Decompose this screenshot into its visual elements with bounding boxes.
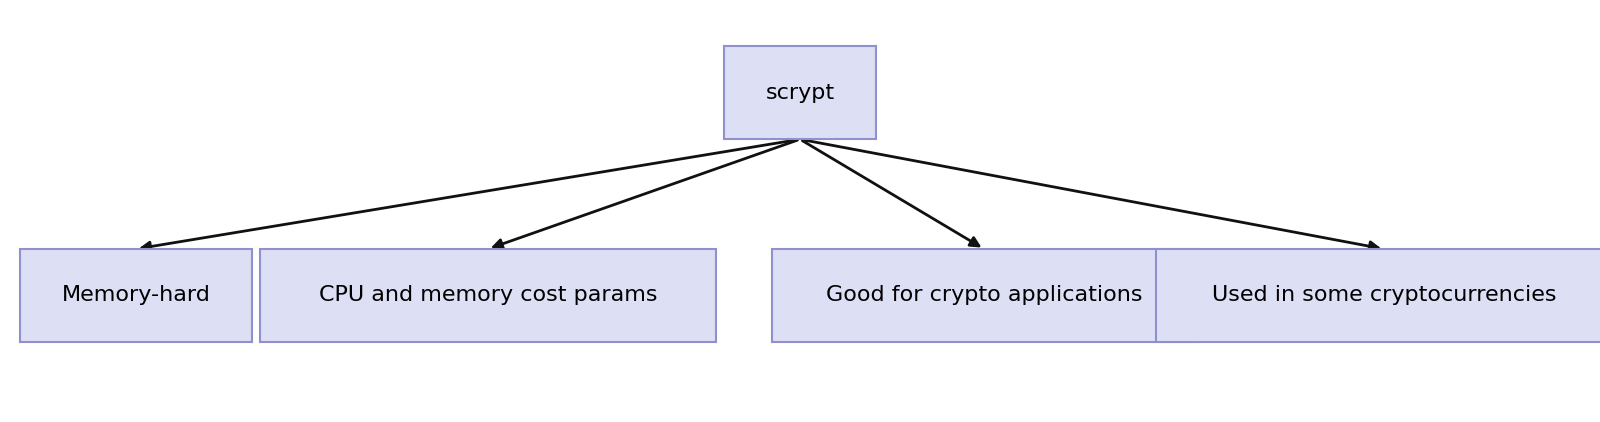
FancyBboxPatch shape: [21, 249, 253, 342]
FancyBboxPatch shape: [259, 249, 717, 342]
FancyBboxPatch shape: [1155, 249, 1600, 342]
FancyBboxPatch shape: [771, 249, 1197, 342]
Text: Used in some cryptocurrencies: Used in some cryptocurrencies: [1211, 285, 1557, 306]
Text: Memory-hard: Memory-hard: [61, 285, 211, 306]
Text: CPU and memory cost params: CPU and memory cost params: [318, 285, 658, 306]
Text: scrypt: scrypt: [765, 83, 835, 103]
FancyBboxPatch shape: [723, 46, 877, 139]
Text: Good for crypto applications: Good for crypto applications: [826, 285, 1142, 306]
